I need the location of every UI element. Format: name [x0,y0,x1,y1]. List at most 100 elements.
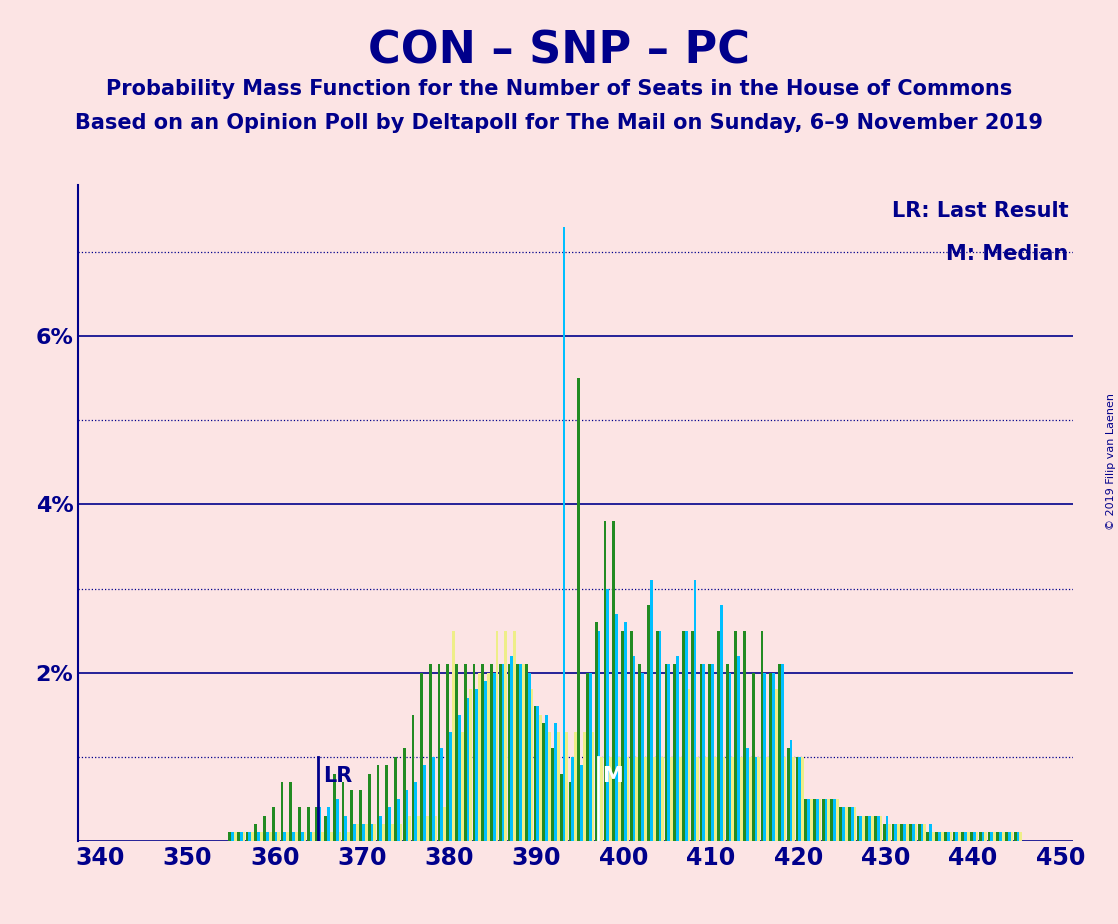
Bar [606,589,609,841]
Bar [682,630,685,841]
Bar [842,808,845,841]
Bar [440,748,443,841]
Bar [822,798,825,841]
Bar [897,824,900,841]
Bar [691,630,693,841]
Bar [504,630,508,841]
Bar [330,833,332,841]
Bar [386,765,388,841]
Bar [722,757,726,841]
Bar [856,816,860,841]
Bar [315,808,319,841]
Bar [263,816,266,841]
Bar [379,816,382,841]
Bar [953,833,956,841]
Bar [874,816,877,841]
Bar [961,833,964,841]
Bar [470,689,472,841]
Bar [243,833,245,841]
Bar [709,664,711,841]
Bar [809,798,813,841]
Bar [831,798,833,841]
Bar [546,714,548,841]
Bar [773,673,775,841]
Bar [571,757,575,841]
Bar [784,757,786,841]
Bar [569,782,571,841]
Bar [920,824,923,841]
Bar [306,808,310,841]
Bar [615,614,618,841]
Bar [562,227,566,841]
Bar [894,824,897,841]
Bar [333,773,335,841]
Bar [802,757,804,841]
Bar [557,732,559,841]
Bar [670,757,673,841]
Bar [991,833,993,841]
Bar [237,833,239,841]
Bar [299,808,301,841]
Bar [475,689,479,841]
Bar [743,630,746,841]
Bar [964,833,967,841]
Bar [508,664,510,841]
Bar [1002,833,1005,841]
Bar [531,689,533,841]
Bar [537,706,539,841]
Bar [647,605,650,841]
Bar [635,757,638,841]
Bar [446,664,449,841]
Bar [755,757,758,841]
Bar [295,833,297,841]
Bar [1005,833,1007,841]
Bar [947,833,949,841]
Bar [764,673,766,841]
Bar [789,740,793,841]
Bar [940,833,944,841]
Bar [816,798,818,841]
Bar [301,833,304,841]
Bar [1020,833,1022,841]
Bar [335,798,339,841]
Bar [620,630,624,841]
Bar [399,824,402,841]
Bar [749,757,751,841]
Bar [650,580,653,841]
Bar [437,664,440,841]
Bar [923,824,926,841]
Bar [891,824,894,841]
Bar [255,824,257,841]
Bar [833,798,836,841]
Bar [304,833,306,841]
Bar [582,732,586,841]
Bar [970,833,973,841]
Bar [935,833,938,841]
Bar [853,808,856,841]
Bar [1007,833,1011,841]
Bar [328,808,330,841]
Bar [693,580,697,841]
Bar [676,656,679,841]
Bar [700,664,702,841]
Bar [845,808,847,841]
Bar [553,723,557,841]
Bar [591,732,595,841]
Bar [525,664,528,841]
Bar [999,833,1002,841]
Bar [818,798,822,841]
Text: M: M [601,766,623,786]
Bar [420,673,423,841]
Bar [793,757,795,841]
Bar [339,833,341,841]
Bar [860,816,862,841]
Bar [281,782,283,841]
Bar [435,816,437,841]
Bar [662,757,664,841]
Bar [377,765,379,841]
Bar [452,630,455,841]
Bar [371,824,373,841]
Bar [362,824,364,841]
Bar [319,808,321,841]
Bar [458,714,461,841]
